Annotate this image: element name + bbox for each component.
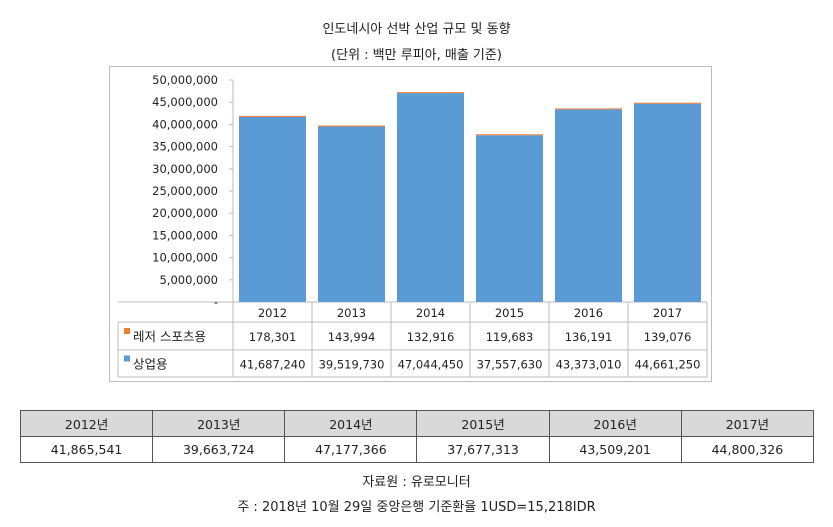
summary-value-row: 41,865,541 39,663,724 47,177,366 37,677,… — [19, 436, 815, 463]
bar-commercial — [476, 135, 543, 302]
bar-leisure — [634, 102, 701, 104]
data-table-value: 139,076 — [644, 330, 692, 344]
bar-commercial — [634, 103, 701, 303]
bar-leisure — [318, 125, 385, 127]
data-table-value: 47,044,450 — [398, 358, 464, 372]
legend-commercial-label: 상업용 — [133, 357, 168, 372]
data-table-value: 37,557,630 — [477, 358, 543, 372]
source-note: 자료원 : 유로모니터 — [362, 475, 471, 490]
bar-leisure — [476, 134, 543, 136]
bar-commercial — [318, 126, 385, 302]
y-tick-label: 10,000,000 — [152, 251, 218, 265]
x-tick-label: 2016 — [574, 306, 603, 320]
summary-value-cell: 41,865,541 — [19, 436, 154, 463]
bar-commercial — [397, 93, 464, 302]
data-table-value: 43,373,010 — [556, 358, 622, 372]
y-tick-label: 50,000,000 — [152, 73, 218, 87]
bar-commercial — [555, 109, 622, 303]
legend-leisure-swatch — [124, 328, 130, 334]
y-tick-label: 5,000,000 — [159, 273, 218, 287]
x-tick-label: 2017 — [653, 306, 682, 320]
x-tick-label: 2013 — [337, 306, 366, 320]
y-tick-label: 40,000,000 — [152, 117, 218, 131]
y-tick-label: 20,000,000 — [152, 206, 218, 220]
summary-value-cell: 37,677,313 — [416, 436, 550, 463]
bar-commercial — [239, 116, 306, 302]
summary-table: 2012년 2013년 2014년 2015년 2016년 2017년 41,8… — [19, 410, 815, 463]
y-tick-label: 25,000,000 — [152, 184, 218, 198]
data-table-value: 143,994 — [328, 330, 376, 344]
footnote: 주 : 2018년 10월 29일 중앙은행 기준환율 1USD=15,218I… — [237, 500, 596, 515]
x-tick-label: 2012 — [258, 306, 287, 320]
legend-leisure-label: 레저 스포츠용 — [133, 329, 206, 344]
summary-header-cell: 2015년 — [416, 410, 550, 437]
y-tick-label: 35,000,000 — [152, 140, 218, 154]
bar-leisure — [239, 115, 306, 117]
chart-subtitle: (단위 : 백만 루피아, 매출 기준) — [331, 48, 502, 63]
data-table-value: 132,916 — [407, 330, 455, 344]
summary-value-cell: 44,800,326 — [680, 436, 815, 463]
data-table-value: 136,191 — [565, 330, 613, 344]
legend-commercial-swatch — [124, 355, 130, 362]
chart-area: -5,000,000 10,000,000 15,000,000 20,000,000… — [109, 66, 712, 382]
data-table-value: 178,301 — [249, 330, 297, 344]
summary-header-row: 2012년 2013년 2014년 2015년 2016년 2017년 — [19, 410, 815, 437]
bar-leisure — [555, 108, 622, 110]
summary-header-cell: 2013년 — [152, 410, 286, 437]
bar-chart: -5,000,00010,000,00015,000,00020,000,000… — [117, 73, 708, 378]
y-tick-label: 30,000,000 — [152, 162, 218, 176]
summary-value-cell: 43,509,201 — [548, 436, 682, 463]
x-tick-label: 2014 — [416, 306, 445, 320]
x-tick-label: 2015 — [495, 306, 524, 320]
y-tick-label: 15,000,000 — [152, 228, 218, 242]
summary-header-cell: 2017년 — [680, 410, 815, 437]
data-table-value: 44,661,250 — [635, 358, 701, 372]
data-table-value: 39,519,730 — [319, 358, 385, 372]
data-table-value: 41,687,240 — [240, 358, 306, 372]
y-tick-label: 45,000,000 — [152, 95, 218, 109]
summary-value-cell: 47,177,366 — [284, 436, 418, 463]
summary-value-cell: 39,663,724 — [152, 436, 286, 463]
summary-header-cell: 2016년 — [548, 410, 682, 437]
bar-leisure — [397, 92, 464, 94]
summary-header-cell: 2014년 — [284, 410, 418, 437]
summary-header-cell: 2012년 — [19, 410, 154, 437]
data-table-value: 119,683 — [486, 330, 534, 344]
chart-title: 인도네시아 선박 산업 규모 및 동향 — [322, 22, 511, 37]
